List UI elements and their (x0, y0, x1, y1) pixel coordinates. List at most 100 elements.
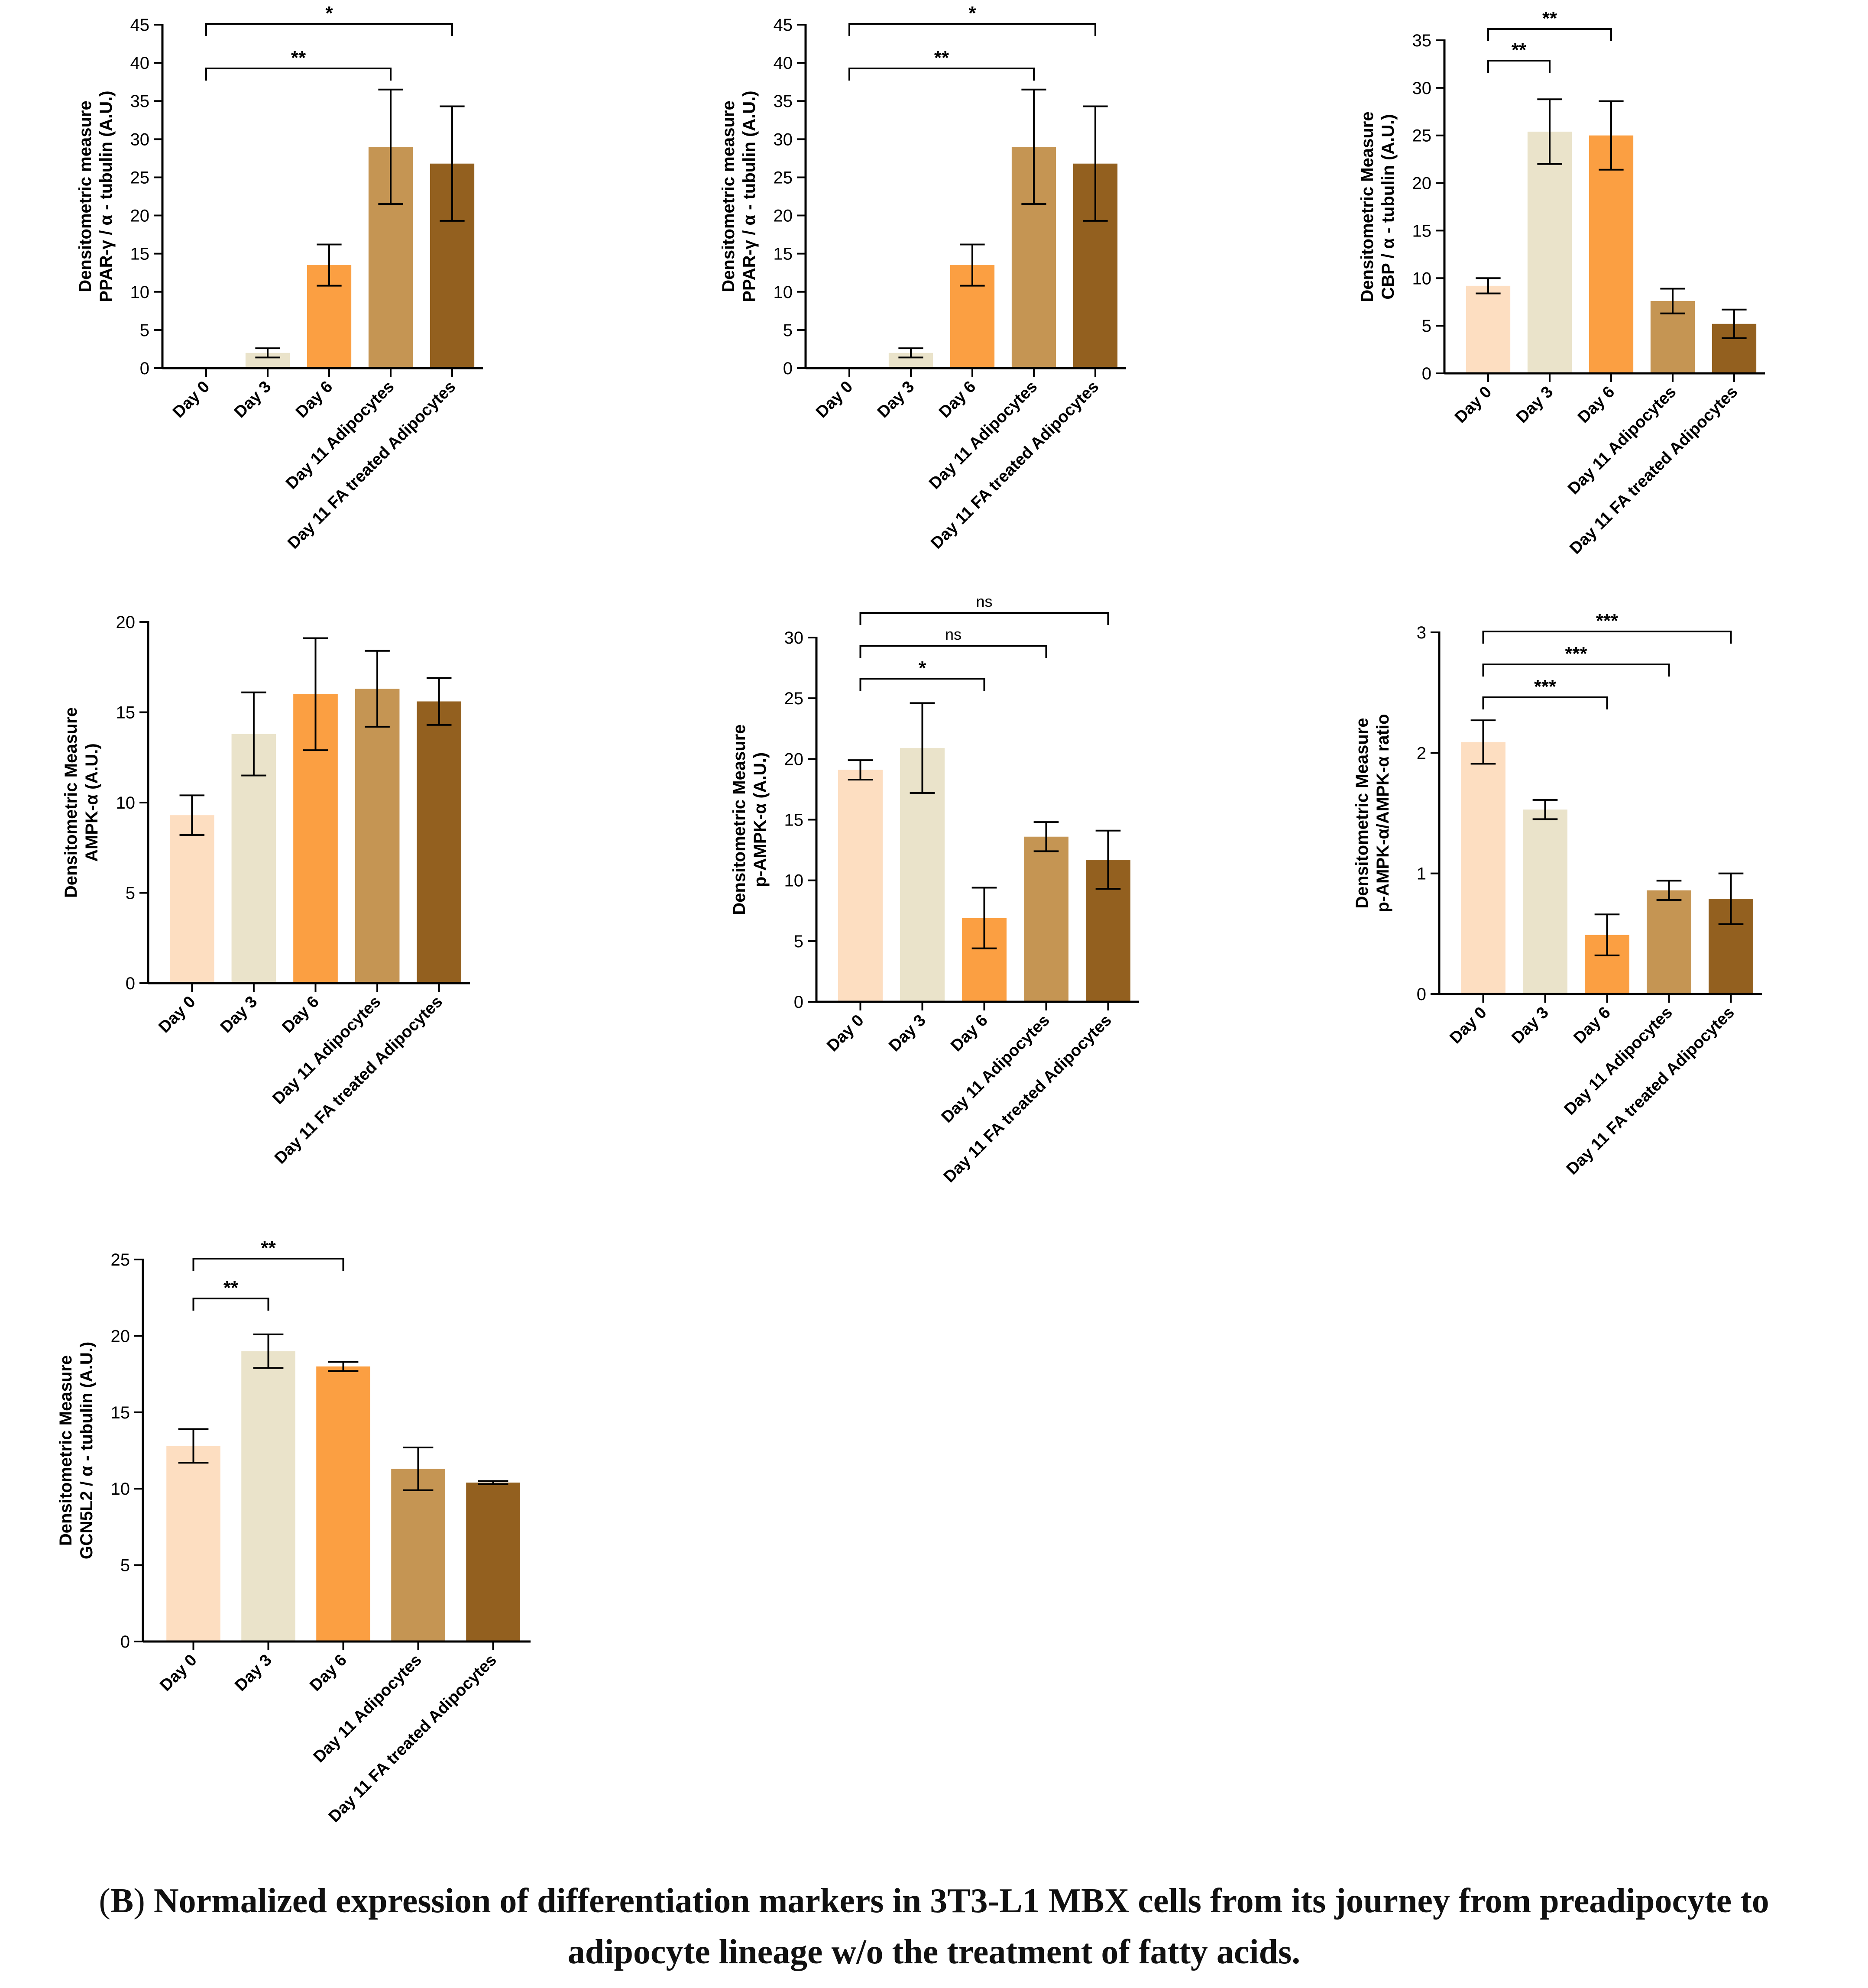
x-tick-label: Day 0 (1446, 1004, 1490, 1047)
x-tick-label: Day 3 (874, 378, 918, 421)
x-tick-label: Day 3 (217, 993, 261, 1036)
y-tick-label: 30 (784, 628, 804, 648)
x-tick-label: Day 0 (823, 1011, 867, 1055)
bar (1647, 890, 1691, 994)
y-tick-label: 45 (130, 16, 150, 35)
significance-bracket (848, 23, 1096, 36)
x-tick-label: Day 11 Adipocytes (938, 1011, 1053, 1127)
x-tick-label: Day 6 (1570, 1004, 1614, 1047)
bar (241, 1351, 295, 1642)
x-tick-label: Day 3 (1508, 1004, 1552, 1047)
bar (166, 1446, 220, 1642)
figure-caption: (B) Normalized expression of differentia… (0, 1875, 1868, 1978)
significance-bracket (859, 612, 1109, 625)
y-axis-label: Densitometric measure (719, 100, 738, 292)
y-tick-label: 35 (130, 92, 150, 111)
significance-label: * (919, 657, 926, 679)
significance-label: * (968, 3, 976, 24)
y-tick-label: 20 (111, 1327, 130, 1346)
y-tick-label: 0 (783, 359, 793, 378)
y-tick-label: 20 (774, 207, 793, 226)
significance-label: ** (291, 47, 306, 68)
significance-label: *** (1565, 643, 1587, 664)
y-tick-label: 3 (1417, 623, 1426, 642)
y-tick-label: 25 (784, 689, 804, 708)
y-axis-label: Densitometric Measure (62, 707, 81, 898)
y-tick-label: 35 (1412, 31, 1432, 50)
significance-bracket (859, 678, 985, 691)
x-tick-label: Day 3 (231, 378, 275, 421)
x-tick-label: Day 0 (156, 1651, 200, 1695)
caption-paren-open: ( (99, 1882, 110, 1920)
caption-paren-close: ) (133, 1882, 145, 1920)
y-tick-label: 15 (784, 811, 804, 830)
significance-label: ** (223, 1277, 239, 1298)
bar (466, 1483, 520, 1642)
y-axis-label: p-AMPK-α (A.U.) (751, 752, 770, 887)
y-tick-label: 10 (774, 283, 793, 302)
bar (1527, 131, 1572, 373)
y-tick-label: 25 (130, 168, 150, 187)
significance-label: *** (1596, 610, 1619, 631)
y-tick-label: 10 (1412, 269, 1432, 288)
x-tick-label: Day 6 (278, 993, 322, 1036)
caption-panel-letter: B (110, 1882, 134, 1920)
y-tick-label: 20 (130, 207, 150, 226)
significance-bracket (1487, 60, 1551, 73)
y-tick-label: 25 (111, 1250, 130, 1269)
y-tick-label: 0 (1422, 364, 1431, 383)
y-tick-label: 0 (126, 974, 135, 993)
x-tick-label: Day 6 (947, 1011, 991, 1055)
x-tick-label: Day 0 (813, 378, 856, 421)
y-tick-label: 10 (784, 871, 804, 890)
y-tick-label: 10 (130, 283, 150, 302)
y-tick-label: 15 (116, 703, 136, 722)
y-tick-label: 40 (130, 54, 150, 73)
x-tick-label: Day 0 (169, 378, 213, 421)
y-tick-label: 2 (1417, 744, 1426, 763)
y-axis-label: GCN5L2 / α - tubulin (A.U.) (77, 1342, 96, 1559)
significance-bracket (859, 645, 1047, 658)
bar (355, 689, 400, 983)
significance-label: ** (1542, 8, 1557, 29)
y-tick-label: 5 (126, 884, 135, 903)
significance-bracket (1482, 631, 1732, 644)
significance-bracket (1487, 28, 1612, 41)
significance-bracket (205, 23, 453, 36)
caption-line-2: adipocyte lineage w/o the treatment of f… (567, 1933, 1301, 1971)
significance-label: *** (1534, 676, 1557, 697)
y-tick-label: 0 (140, 359, 149, 378)
x-tick-label: Day 11 Adipocytes (1564, 383, 1680, 498)
y-tick-label: 15 (1412, 221, 1432, 240)
y-tick-label: 25 (1412, 126, 1432, 146)
y-tick-label: 5 (140, 321, 149, 340)
caption-line-1: (B) Normalized expression of differentia… (0, 1875, 1868, 1926)
significance-label: * (325, 3, 333, 24)
caption-line-1-text: Normalized expression of differentiation… (145, 1882, 1769, 1920)
y-tick-label: 0 (1417, 985, 1426, 1004)
significance-bracket (1482, 664, 1670, 677)
significance-bracket (848, 68, 1035, 81)
bar (1466, 285, 1511, 373)
y-tick-label: 5 (783, 321, 793, 340)
y-tick-label: 30 (774, 130, 793, 149)
x-tick-label: Day 0 (155, 993, 199, 1036)
bar (1523, 809, 1567, 994)
x-tick-label: Day 3 (231, 1651, 275, 1695)
y-axis-label: PPAR-γ / α - tubulin (A.U.) (97, 91, 116, 302)
y-tick-label: 15 (130, 245, 150, 264)
bar (1461, 742, 1505, 994)
y-axis-label: Densitometric measure (76, 100, 95, 292)
bar (1589, 135, 1634, 373)
x-tick-label: Day 3 (1513, 383, 1557, 427)
y-tick-label: 15 (111, 1403, 130, 1422)
y-tick-label: 15 (774, 245, 793, 264)
bar (838, 770, 883, 1002)
y-tick-label: 30 (130, 130, 150, 149)
bar (169, 815, 214, 983)
y-tick-label: 0 (120, 1632, 130, 1651)
y-tick-label: 1 (1417, 864, 1426, 884)
